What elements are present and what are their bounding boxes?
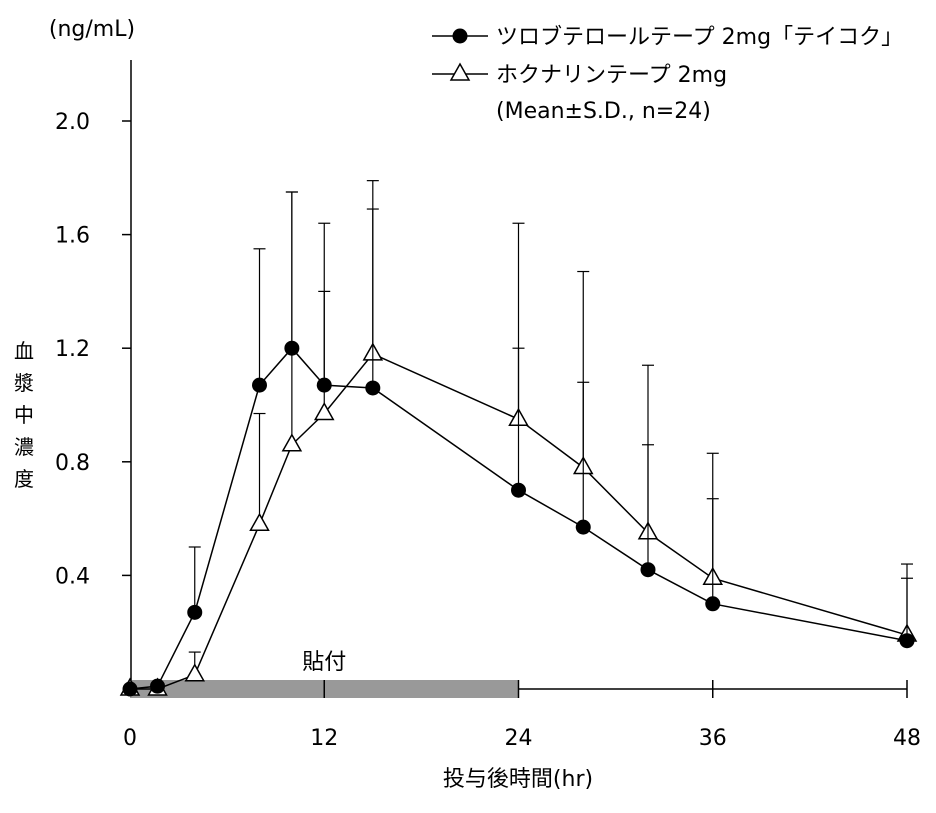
y-axis-units: (ng/mL): [49, 17, 135, 42]
y-axis-title-char: 濃: [14, 435, 34, 459]
series-tulobuterol-teikoku: [122, 191, 915, 697]
legend: ツロブテロールテープ 2mg「テイコク」 ホクナリンテープ 2mg (Mean±…: [432, 25, 903, 124]
data-point-filled-circle: [575, 519, 591, 535]
legend-open-triangle-marker: [449, 62, 471, 81]
legend-entry-hokunarin: ホクナリンテープ 2mg: [432, 62, 727, 88]
data-point-filled-circle: [511, 482, 526, 498]
y-axis-title-char: 血: [14, 339, 34, 363]
y-tick-label: 1.6: [55, 224, 90, 249]
data-point-filled-circle: [640, 562, 656, 578]
legend-label: ツロブテロールテープ 2mg「テイコク」: [496, 25, 903, 50]
data-point-filled-circle: [122, 681, 138, 697]
legend-entry-tulobuterol: ツロブテロールテープ 2mg「テイコク」: [432, 25, 903, 50]
data-point-filled-circle: [187, 604, 203, 620]
y-tick-label: 1.2: [55, 337, 90, 362]
application-period-label: 貼付: [302, 650, 346, 675]
y-axis-title-char: 中: [14, 403, 34, 427]
data-point-filled-circle: [899, 633, 915, 649]
legend-filled-circle-marker: [452, 28, 468, 44]
legend-note: (Mean±S.D., n=24): [496, 99, 711, 124]
x-ticks: 0 12 24 36 48: [123, 680, 921, 751]
y-axis-title-char: 漿: [14, 371, 34, 395]
data-point-filled-circle: [284, 340, 300, 356]
x-tick-label: 0: [123, 726, 137, 751]
y-axis-title: 血 漿 中 濃 度: [14, 339, 34, 491]
legend-label: ホクナリンテープ 2mg: [496, 63, 727, 88]
x-tick-label: 36: [699, 726, 727, 751]
data-point-filled-circle: [150, 678, 166, 694]
y-tick-label: 0.4: [55, 564, 90, 589]
data-point-open-triangle: [249, 512, 270, 532]
y-tick-label: 0.8: [55, 451, 90, 476]
y-axis-title-char: 度: [14, 467, 34, 491]
data-point-open-triangle: [281, 433, 303, 452]
data-point-filled-circle: [705, 596, 721, 612]
x-tick-label: 12: [310, 726, 338, 751]
series-line: [129, 347, 908, 690]
y-tick-label: 2.0: [55, 110, 90, 135]
x-tick-label: 48: [893, 726, 921, 751]
data-point-filled-circle: [365, 380, 381, 396]
data-point-filled-circle: [316, 377, 332, 393]
data-point-filled-circle: [252, 377, 267, 393]
y-ticks: 0.4 0.8 1.2 1.6 2.0: [55, 110, 131, 589]
x-tick-label: 24: [505, 726, 533, 751]
data-point-open-triangle: [313, 401, 335, 421]
data-point-open-triangle: [184, 663, 206, 682]
x-axis-title: 投与後時間(hr): [443, 767, 593, 792]
